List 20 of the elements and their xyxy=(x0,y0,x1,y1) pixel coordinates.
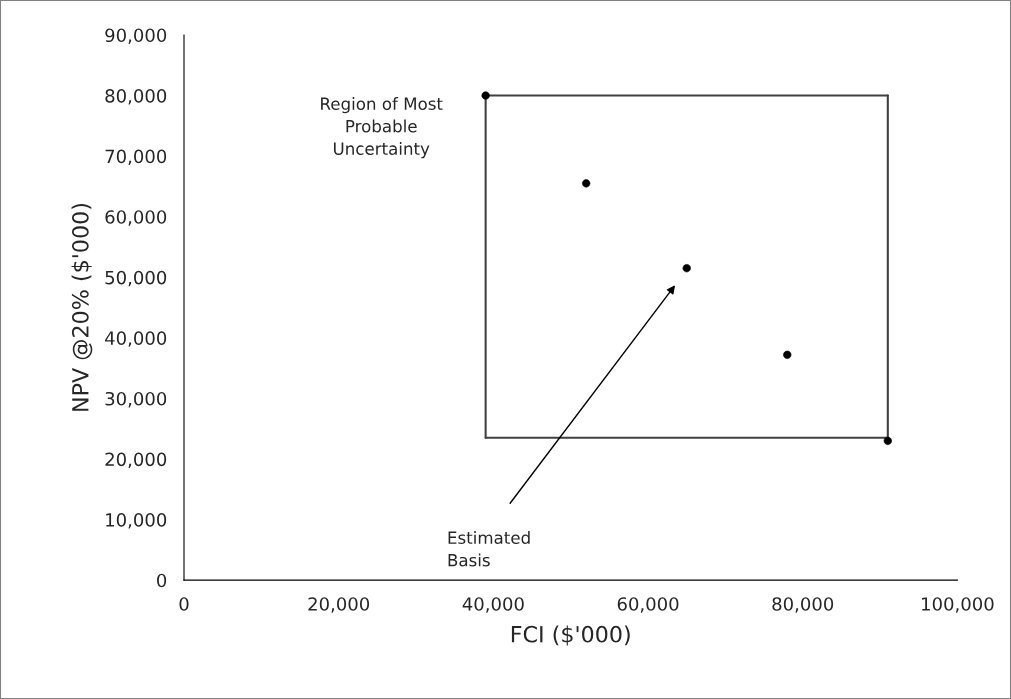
y-tick-label: 40,000 xyxy=(105,331,167,347)
x-axis-title: FCI ($'000) xyxy=(511,625,630,646)
y-tick-label: 0 xyxy=(157,573,167,588)
x-tick-label: 40,000 xyxy=(462,597,524,613)
x-tick-label: 80,000 xyxy=(772,597,834,613)
y-tick-label: 50,000 xyxy=(105,270,167,287)
y-tick-label: 20,000 xyxy=(105,452,167,468)
y-tick-label: 70,000 xyxy=(105,149,167,166)
x-tick-label: 20,000 xyxy=(308,597,370,613)
y-tick-label: 60,000 xyxy=(105,210,167,226)
y-tick-label: 10,000 xyxy=(106,513,167,529)
y-tick-label: 30,000 xyxy=(105,391,167,408)
annotation: Region of Most Probable Uncertainty xyxy=(321,97,443,159)
x-tick-label: 0 xyxy=(179,597,189,611)
y-tick-label: 80,000 xyxy=(105,88,167,105)
y-axis-title: NPV @20% ($'000) xyxy=(71,203,93,411)
y-tick-label: 90,000 xyxy=(105,28,167,44)
annotation: Estimated Basis xyxy=(448,531,530,567)
x-tick-label: 100,000 xyxy=(922,597,994,613)
x-tick-label: 60,000 xyxy=(617,597,679,613)
